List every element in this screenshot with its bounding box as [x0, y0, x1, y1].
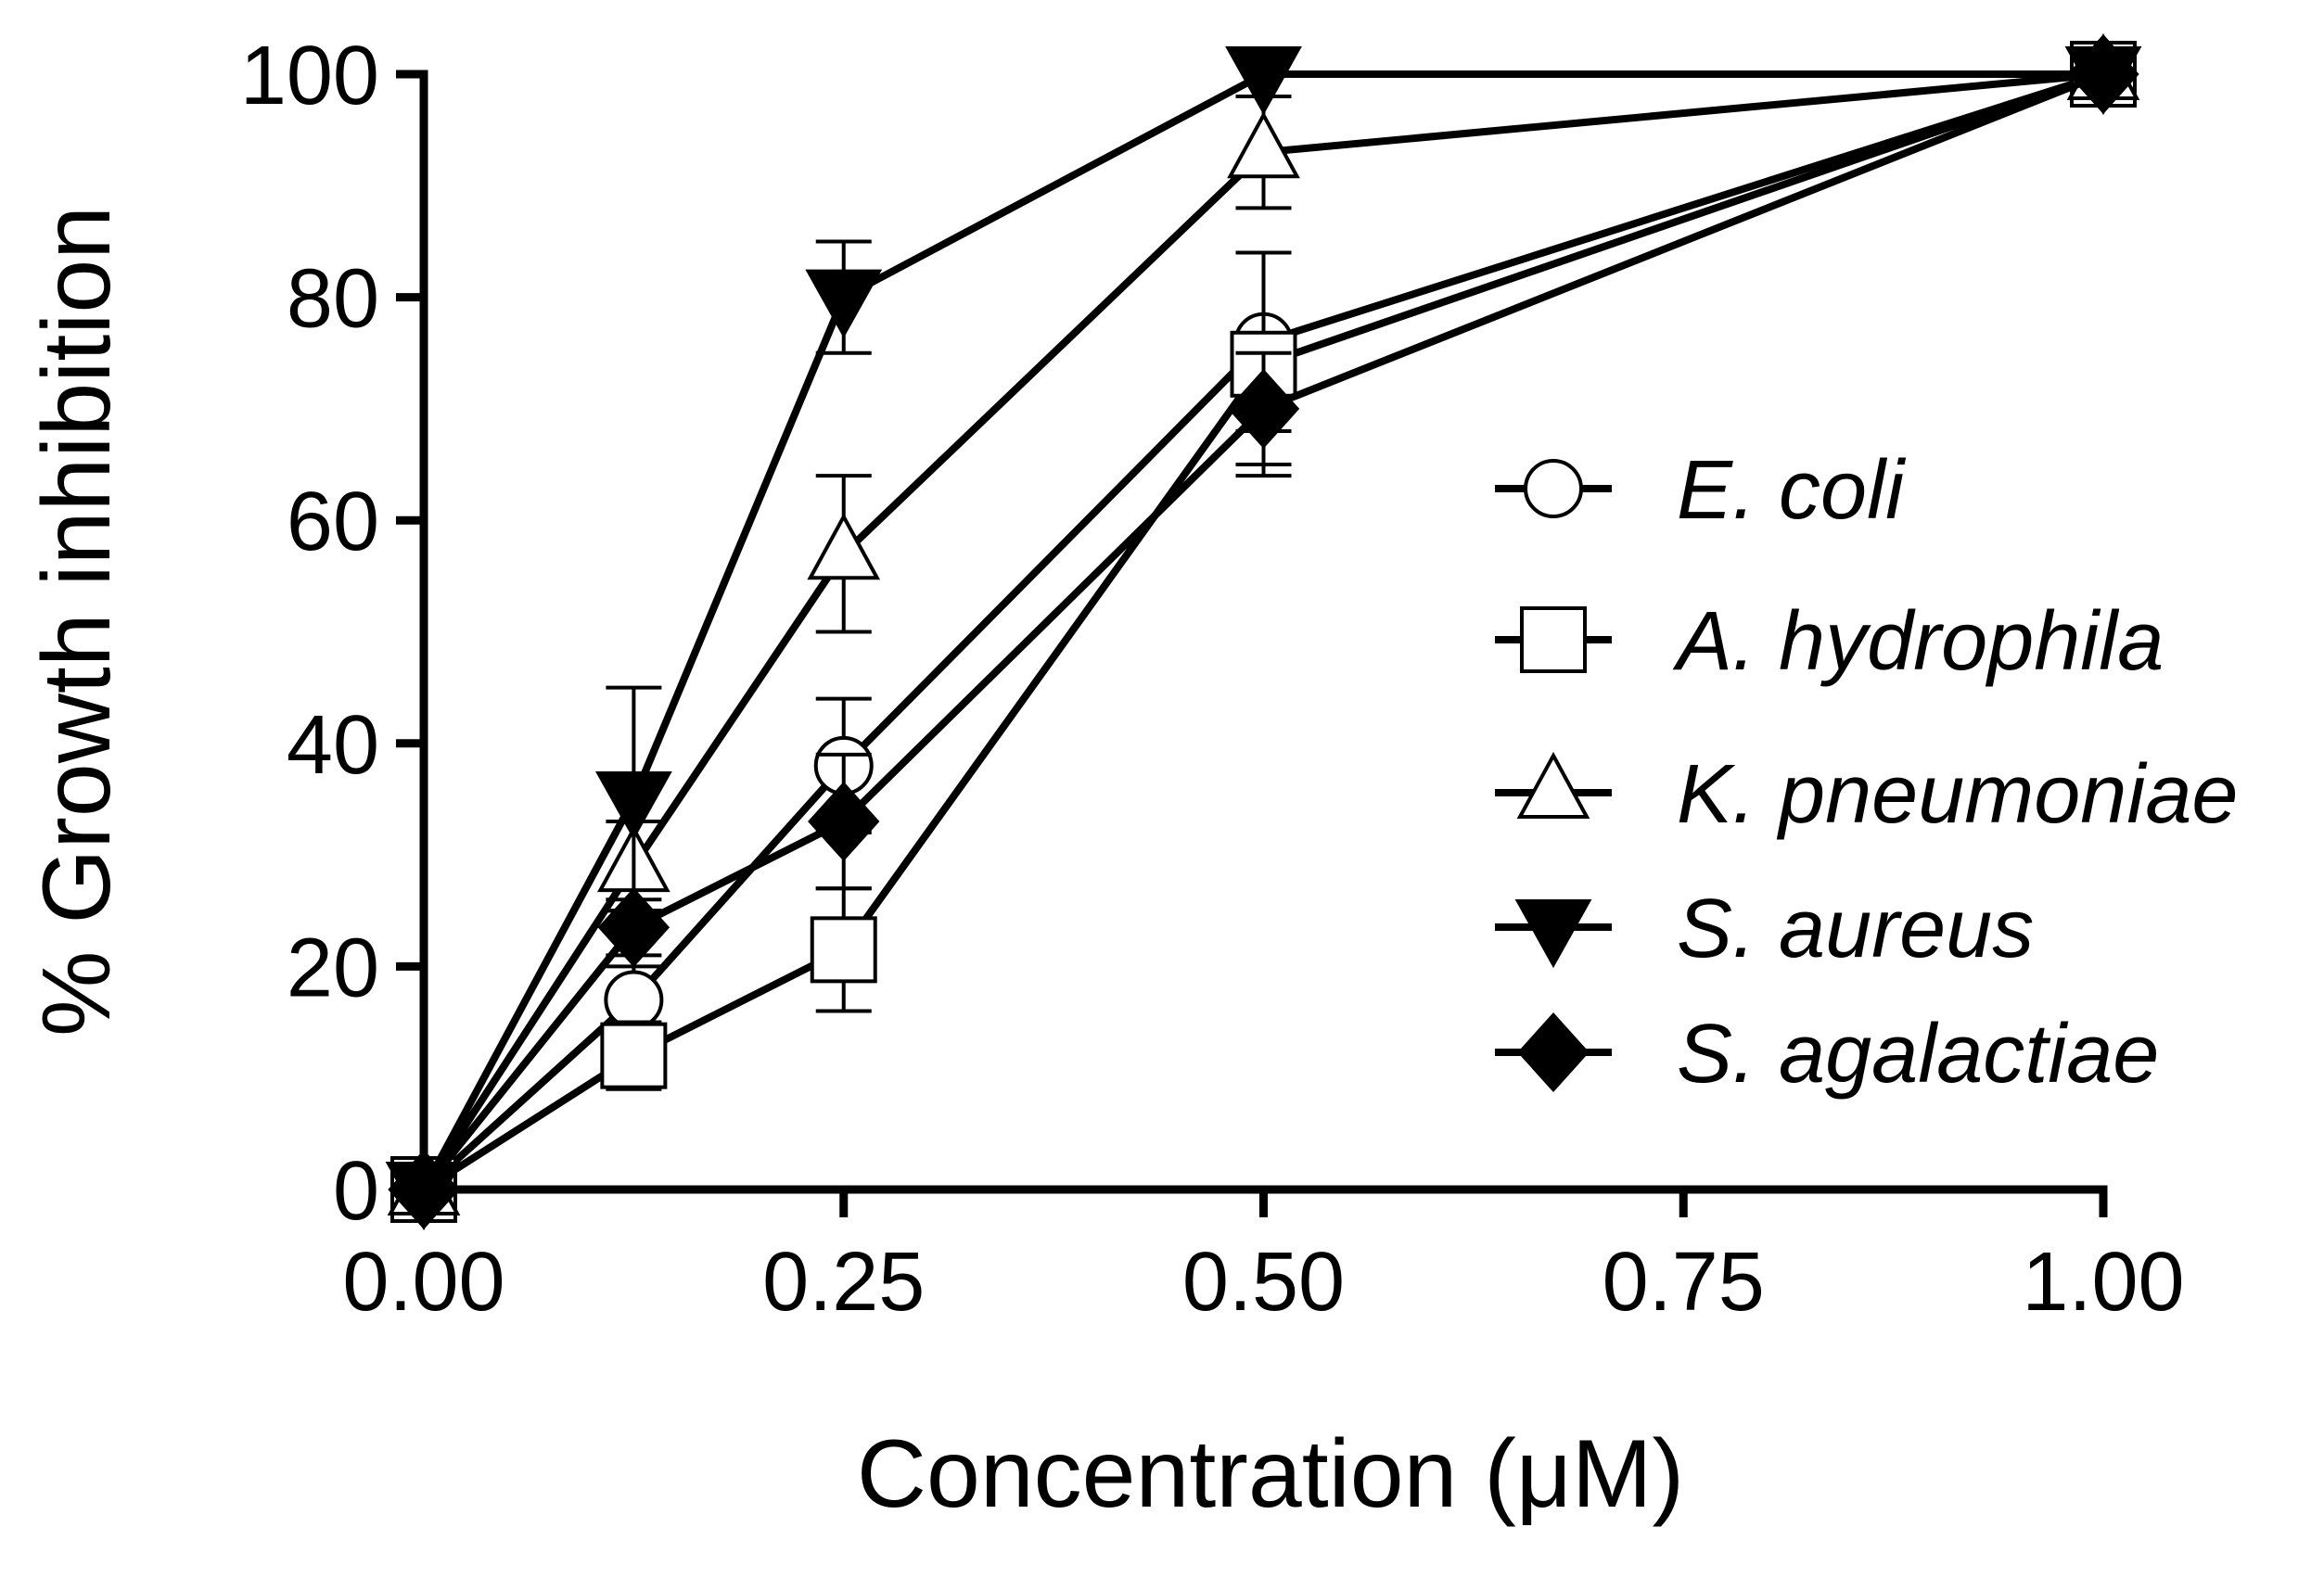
legend-item-s-agalactiae: S. agalactiae: [1495, 1008, 2159, 1101]
legend: E. coli A. hydrophila K. pneumoniae S. aure…: [1495, 444, 2238, 1101]
series-s-agalactiae: [388, 34, 2139, 1229]
x-tick-label: 0.00: [342, 1236, 504, 1329]
data-point: [1227, 111, 1300, 179]
data-point: [1227, 368, 1300, 449]
data-point: [597, 887, 670, 968]
legend-label: S. agalactiae: [1677, 1008, 2159, 1101]
y-tick-label: 0: [333, 1145, 379, 1238]
x-tick-label: 0.25: [762, 1236, 925, 1329]
legend-marker: [1514, 899, 1592, 969]
data-point: [808, 782, 880, 861]
y-axis: 0 20 40 60 80 100: [240, 30, 428, 1238]
y-tick-label: 20: [287, 922, 379, 1014]
y-tick-label: 80: [287, 253, 379, 346]
legend-label: K. pneumoniae: [1677, 748, 2238, 841]
legend-marker: [1524, 459, 1583, 518]
data-point: [805, 269, 883, 338]
y-tick-label: 40: [287, 699, 379, 792]
legend-item-a-hydrophila: A. hydrophila: [1495, 595, 2164, 688]
legend-marker: [1517, 1012, 1590, 1092]
x-tick-label: 1.00: [2022, 1236, 2184, 1329]
x-axis: 0.00 0.25 0.50 0.75 1.00: [342, 1185, 2185, 1329]
data-point: [604, 970, 664, 1030]
legend-item-e-coli: E. coli: [1495, 444, 1907, 537]
y-axis-title: % Growth inhibition: [23, 206, 131, 1037]
data-point: [600, 1022, 668, 1089]
legend-marker: [1516, 751, 1590, 819]
data-point: [2067, 34, 2139, 114]
y-tick-label: 100: [240, 30, 379, 122]
x-axis-title: Concentration (μM): [857, 1420, 1684, 1528]
legend-label: A. hydrophila: [1672, 595, 2164, 688]
data-point: [810, 916, 877, 984]
data-point: [594, 770, 672, 841]
data-point: [1225, 46, 1302, 116]
x-tick-label: 0.75: [1603, 1236, 1765, 1329]
legend-label: E. coli: [1677, 444, 1907, 537]
x-tick-label: 0.50: [1182, 1236, 1345, 1329]
data-point: [807, 513, 881, 580]
legend-item-s-aureus: S. aureus: [1495, 883, 2034, 975]
legend-label: S. aureus: [1677, 883, 2034, 975]
legend-marker: [1520, 606, 1587, 673]
legend-item-k-pneumoniae: K. pneumoniae: [1495, 748, 2238, 841]
y-tick-label: 60: [287, 476, 379, 568]
